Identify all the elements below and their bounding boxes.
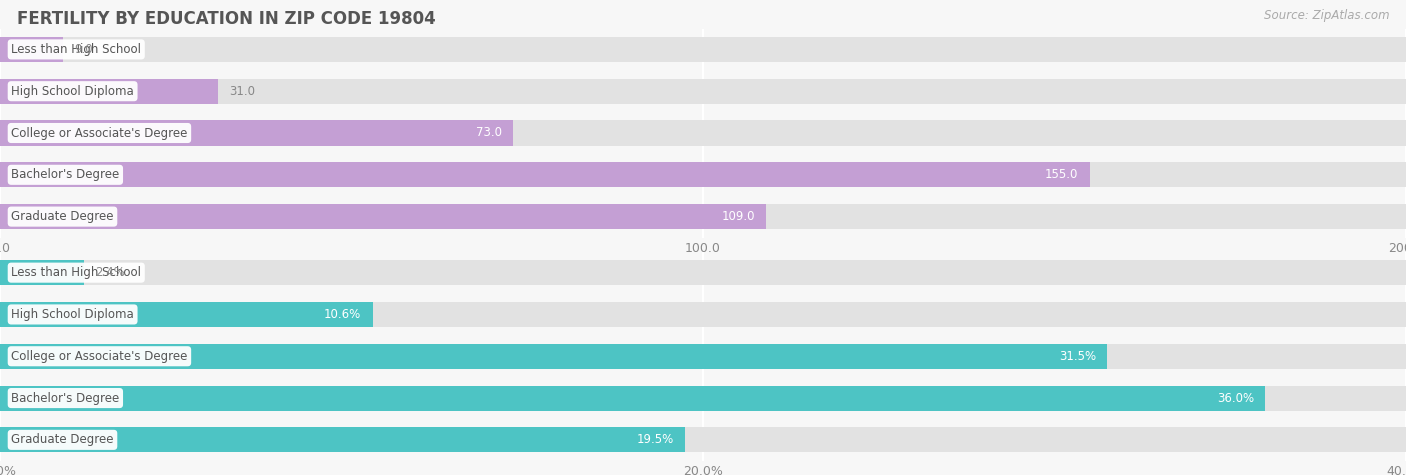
Bar: [0, 344, 1108, 369]
Bar: [0, 79, 218, 104]
Bar: [0, 302, 373, 327]
Text: 73.0: 73.0: [477, 126, 502, 140]
Text: FERTILITY BY EDUCATION IN ZIP CODE 19804: FERTILITY BY EDUCATION IN ZIP CODE 19804: [17, 10, 436, 28]
Bar: [0, 121, 1406, 145]
Text: 36.0%: 36.0%: [1218, 391, 1254, 405]
Text: High School Diploma: High School Diploma: [11, 85, 134, 98]
Text: 2.4%: 2.4%: [96, 266, 125, 279]
Text: Less than High School: Less than High School: [11, 43, 141, 56]
Bar: [0, 428, 686, 452]
Text: College or Associate's Degree: College or Associate's Degree: [11, 350, 187, 363]
Bar: [0, 344, 1406, 369]
Bar: [0, 428, 1406, 452]
Bar: [0, 260, 84, 285]
Text: College or Associate's Degree: College or Associate's Degree: [11, 126, 187, 140]
Bar: [0, 37, 1406, 62]
Text: 10.6%: 10.6%: [325, 308, 361, 321]
Bar: [0, 204, 1406, 229]
Text: 31.0: 31.0: [229, 85, 254, 98]
Bar: [0, 386, 1406, 410]
Text: Graduate Degree: Graduate Degree: [11, 433, 114, 446]
Text: 155.0: 155.0: [1045, 168, 1078, 181]
Bar: [0, 204, 766, 229]
Bar: [0, 302, 1406, 327]
Bar: [0, 121, 513, 145]
Bar: [0, 162, 1406, 187]
Text: Source: ZipAtlas.com: Source: ZipAtlas.com: [1264, 10, 1389, 22]
Text: 109.0: 109.0: [721, 210, 755, 223]
Text: Bachelor's Degree: Bachelor's Degree: [11, 391, 120, 405]
Bar: [0, 37, 63, 62]
Bar: [0, 260, 1406, 285]
Text: Less than High School: Less than High School: [11, 266, 141, 279]
Text: High School Diploma: High School Diploma: [11, 308, 134, 321]
Text: 9.0: 9.0: [75, 43, 93, 56]
Bar: [0, 79, 1406, 104]
Text: Graduate Degree: Graduate Degree: [11, 210, 114, 223]
Text: Bachelor's Degree: Bachelor's Degree: [11, 168, 120, 181]
Text: 31.5%: 31.5%: [1059, 350, 1097, 363]
Text: 19.5%: 19.5%: [637, 433, 675, 446]
Bar: [0, 162, 1090, 187]
Bar: [0, 386, 1265, 410]
